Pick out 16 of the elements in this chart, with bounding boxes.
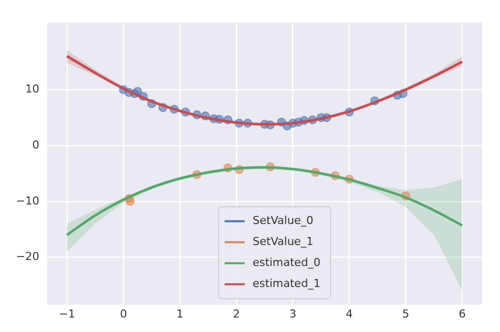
x-tick-label: 6 [458,307,466,320]
x-tick-label: 3 [289,307,296,320]
x-tick-label: 2 [232,307,240,320]
y-tick-label: −20 [16,250,40,264]
legend-label: estimated_0 [252,256,321,270]
x-tick-label: 4 [346,307,353,320]
y-tick-label: −10 [16,194,40,208]
legend-label: SetValue_0 [252,214,314,228]
legend-label: SetValue_1 [252,235,314,248]
y-tick-label: 0 [32,138,40,152]
y-tick-label: 10 [25,82,40,96]
x-tick-label: 1 [176,307,184,320]
x-tick-label: 5 [402,307,410,320]
x-tick-label: 0 [120,307,127,320]
legend-label: estimated_1 [252,277,321,290]
x-tick-label: −1 [58,307,76,320]
